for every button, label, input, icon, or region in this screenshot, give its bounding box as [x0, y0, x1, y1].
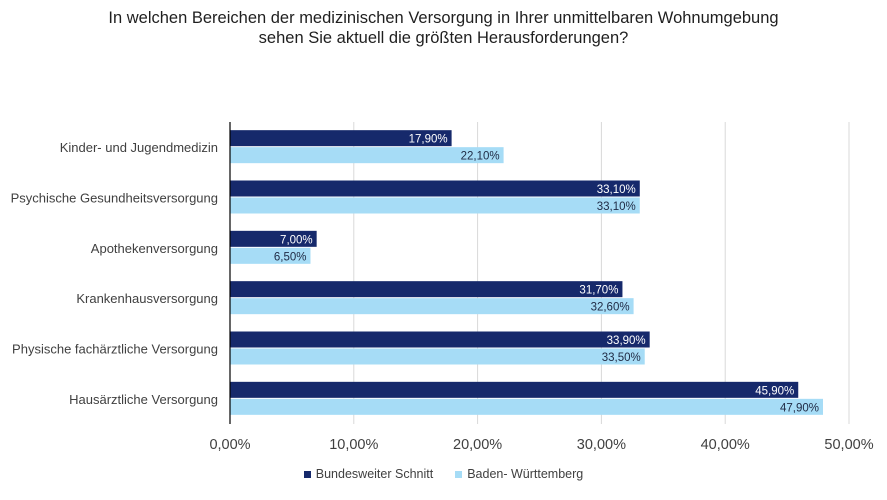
category-label-apothekenversorgung: Apothekenversorgung [91, 241, 218, 256]
legend-swatch-bundesweiter-schnitt [303, 470, 311, 478]
x-tick-label: 0,00% [209, 437, 250, 453]
bar-baden-wurttemberg-kinder-und-jugendmedizin [230, 147, 504, 164]
bar-baden-wurttemberg-physische-facharztliche-versorgung [230, 348, 645, 365]
data-label: 45,90% [755, 385, 794, 397]
bar-baden-wurttemberg-psychische-gesundheitsversorgung [230, 197, 640, 214]
data-label: 7,00% [280, 234, 313, 246]
data-label: 33,10% [597, 184, 636, 196]
data-label: 32,60% [591, 302, 630, 314]
category-label-kinder-und-jugendmedizin: Kinder- und Jugendmedizin [60, 140, 218, 155]
legend-label-bundesweiter-schnitt: Bundesweiter Schnitt [315, 467, 434, 481]
bar-bundesweiter-schnitt-psychische-gesundheitsversorgung [230, 180, 640, 197]
data-label: 33,50% [602, 352, 641, 364]
data-label: 17,90% [409, 134, 448, 146]
chart-title: In welchen Bereichen der medizinischen V… [0, 8, 887, 48]
bar-baden-wurttemberg-apothekenversorgung [230, 247, 311, 264]
bar-bundesweiter-schnitt-apothekenversorgung [230, 230, 317, 247]
bar-baden-wurttemberg-hausarztliche-versorgung [230, 398, 824, 415]
data-label: 22,10% [461, 151, 500, 163]
category-label-physische-facharztliche-versorgung: Physische fachärztliche Versorgung [12, 342, 218, 357]
chart-title-line-1: In welchen Bereichen der medizinischen V… [108, 9, 779, 27]
data-label: 33,10% [597, 201, 636, 213]
legend-item-baden-wuerttemberg: Baden- Württemberg [455, 467, 583, 481]
data-label: 47,90% [780, 402, 819, 414]
category-label-krankenhausversorgung: Krankenhausversorgung [76, 291, 218, 306]
bar-bundesweiter-schnitt-physische-facharztliche-versorgung [230, 331, 650, 348]
chart-title-line-2: sehen Sie aktuell die größten Herausford… [258, 29, 629, 47]
x-tick-label: 10,00% [329, 437, 378, 453]
bar-bundesweiter-schnitt-kinder-und-jugendmedizin [230, 130, 452, 147]
x-tick-label: 20,00% [453, 437, 502, 453]
bar-bundesweiter-schnitt-hausarztliche-versorgung [230, 381, 799, 398]
x-tick-label: 30,00% [577, 437, 626, 453]
bar-baden-wurttemberg-krankenhausversorgung [230, 298, 634, 315]
bar-bundesweiter-schnitt-krankenhausversorgung [230, 281, 623, 298]
legend: Bundesweiter Schnitt Baden- Württemberg [0, 467, 887, 481]
data-label: 31,70% [579, 285, 618, 297]
data-label: 33,90% [607, 335, 646, 347]
x-tick-label: 50,00% [824, 437, 873, 453]
legend-item-bundesweiter-schnitt: Bundesweiter Schnitt [303, 467, 434, 481]
x-tick-label: 40,00% [701, 437, 750, 453]
data-label: 6,50% [274, 251, 307, 263]
category-label-psychische-gesundheitsversorgung: Psychische Gesundheitsversorgung [11, 191, 218, 206]
legend-label-baden-wuerttemberg: Baden- Württemberg [467, 467, 584, 481]
category-label-hausarztliche-versorgung: Hausärztliche Versorgung [69, 392, 218, 407]
legend-swatch-baden-wuerttemberg [455, 470, 463, 478]
